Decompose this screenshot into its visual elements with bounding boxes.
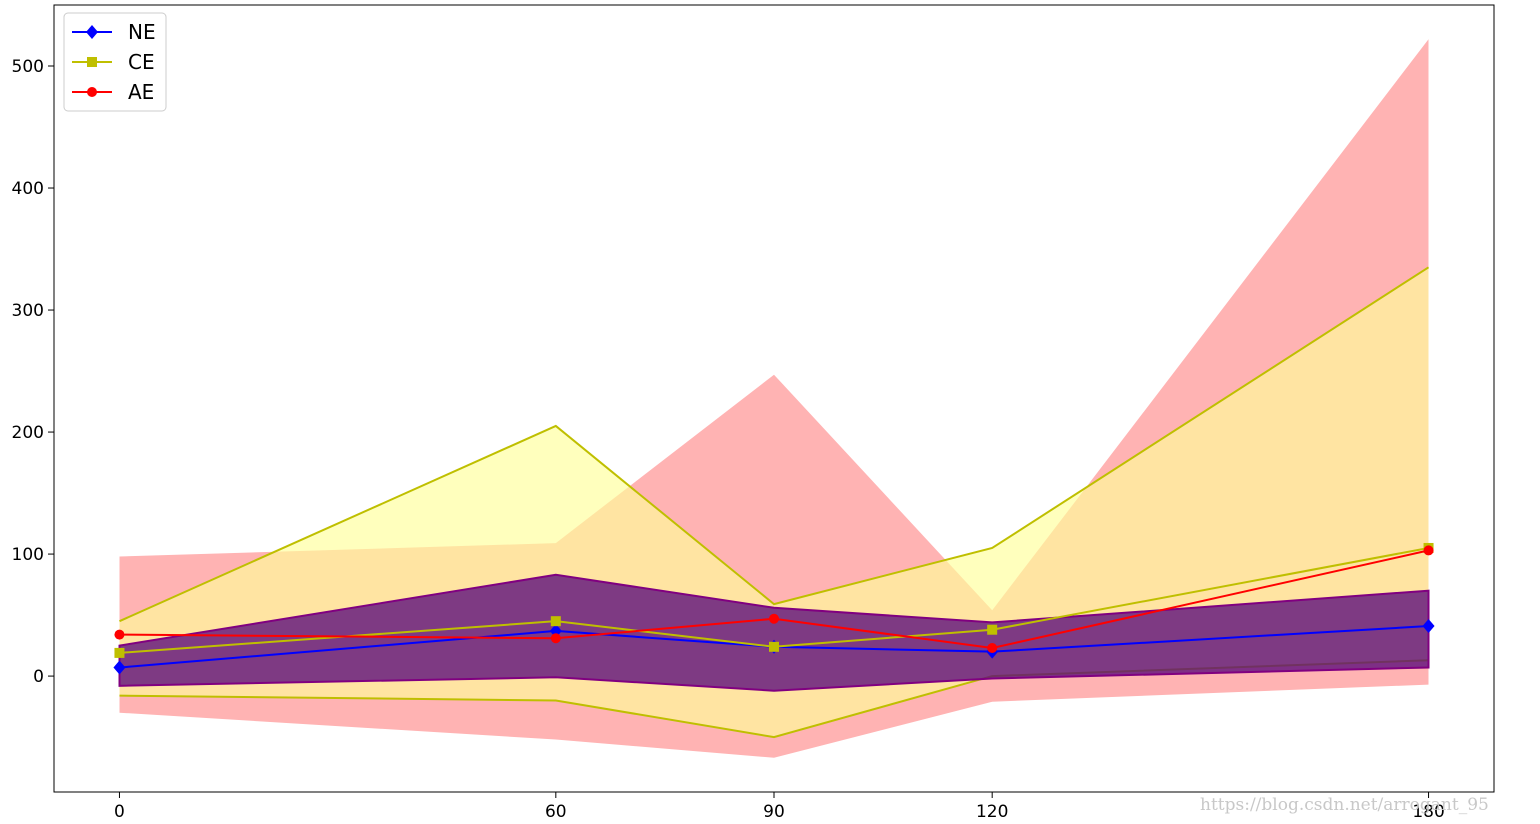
- band-ne: [118, 573, 1430, 692]
- point-ce-0: [114, 647, 125, 658]
- point-ae-1: [550, 633, 561, 644]
- y-tick-label-5: 500: [12, 57, 44, 77]
- y-tick-label-1: 100: [12, 545, 44, 565]
- x-tick-label-1: 60: [545, 802, 567, 822]
- x-tick-label-3: 120: [976, 802, 1008, 822]
- x-tick-label-0: 0: [114, 802, 125, 822]
- y-axis: 0 100 200 300 400 500: [12, 57, 54, 687]
- watermark: https://blog.csdn.net/arrogant_95: [1200, 795, 1489, 815]
- legend-marker-ce: [87, 57, 97, 67]
- point-ae-2: [769, 613, 779, 624]
- y-tick-label-3: 300: [12, 301, 44, 321]
- point-ce-2: [769, 641, 779, 652]
- x-tick-label-2: 90: [763, 802, 785, 822]
- x-axis: 0 60 90 120 180: [114, 792, 1445, 822]
- point-ne-4: [1422, 619, 1435, 634]
- band-ce-upper-edge: [119, 266, 1430, 623]
- y-tick-label-2: 200: [12, 423, 44, 443]
- series-lines: [113, 542, 1435, 675]
- point-ce-1: [550, 616, 561, 627]
- y-tick-label-0: 0: [33, 667, 44, 687]
- legend-box: [63, 12, 167, 112]
- legend-marker-ae: [87, 87, 97, 97]
- x-tick-label-4: 180: [1412, 802, 1444, 822]
- point-ce-3: [987, 624, 998, 635]
- legend-label-ae: AE: [128, 80, 154, 104]
- confidence-bands: [118, 39, 1430, 758]
- legend: NE CE AE: [63, 12, 167, 112]
- point-ae-0: [114, 629, 125, 640]
- legend-marker-ne: [86, 25, 98, 39]
- legend-label-ne: NE: [128, 20, 156, 44]
- point-ae-3: [987, 643, 998, 654]
- point-ne-0: [113, 660, 126, 675]
- y-tick-label-4: 400: [12, 179, 44, 199]
- legend-label-ce: CE: [128, 50, 155, 74]
- point-ae-4: [1423, 545, 1434, 556]
